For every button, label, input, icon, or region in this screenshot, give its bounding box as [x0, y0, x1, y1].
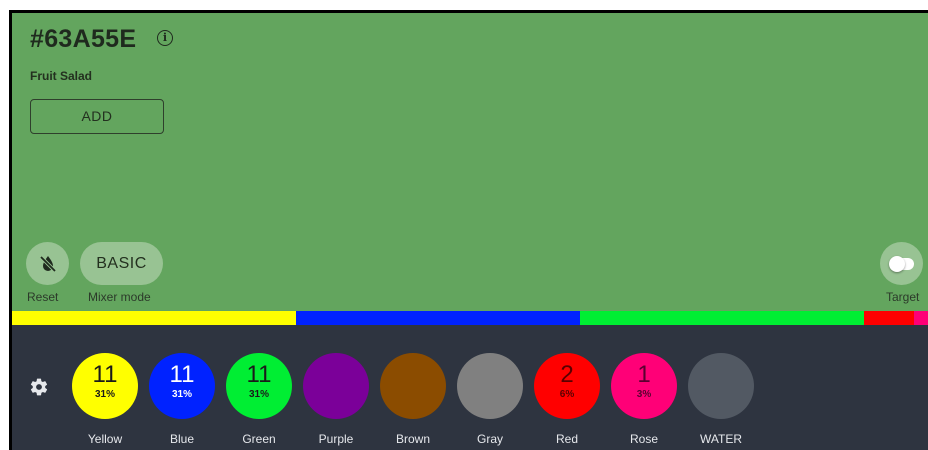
mix-strip-segment [295, 311, 580, 325]
swatch-label: Red [555, 432, 578, 446]
mixer-app: #63A55E i Fruit Salad ADD Reset BASIC Mi… [9, 10, 928, 450]
swatch-percent: 6% [559, 389, 575, 400]
color-swatch-green[interactable]: 11 31% [226, 353, 292, 419]
mix-strip-segment [863, 311, 915, 325]
color-swatch-yellow[interactable]: 11 31% [72, 353, 138, 419]
swatch-percent: 3% [636, 389, 652, 400]
swatch-count: 11 [92, 361, 118, 388]
color-swatch-brown[interactable] [380, 353, 446, 419]
swatch-label: Purple [318, 432, 354, 446]
hex-code: #63A55E [30, 25, 137, 53]
color-swatch-blue[interactable]: 11 31% [149, 353, 215, 419]
gear-icon[interactable] [29, 377, 49, 397]
swatch-count: 11 [246, 361, 272, 388]
color-name: Fruit Salad [30, 69, 93, 83]
mixer-mode-label: Mixer mode [88, 290, 151, 304]
swatch-percent: 31% [94, 389, 115, 400]
swatch-label: Yellow [87, 432, 123, 446]
palette-bar: 11 31% Yellow 11 31% Blue 11 31% Green Purple Brow… [12, 325, 928, 450]
color-preview-panel: #63A55E i Fruit Salad ADD Reset BASIC Mi… [12, 13, 928, 311]
swatch-count: 2 [560, 361, 574, 388]
swatch-percent: 31% [171, 389, 192, 400]
swatch-label: Green [242, 432, 276, 446]
mix-ratio-strip [12, 311, 928, 325]
swatch-label: Brown [395, 432, 430, 446]
color-swatch-water[interactable] [688, 353, 754, 419]
swatch-percent: 31% [248, 389, 269, 400]
toggle-track [888, 255, 914, 272]
swatch-label: Rose [629, 432, 658, 446]
target-label: Target [886, 290, 920, 304]
color-swatch-rose[interactable]: 1 3% [611, 353, 677, 419]
reset-label: Reset [27, 290, 59, 304]
add-button[interactable]: ADD [30, 99, 164, 134]
swatch-label: Blue [169, 432, 195, 446]
color-swatch-red[interactable]: 2 6% [534, 353, 600, 419]
swatch-label: WATER [700, 432, 742, 446]
reset-button[interactable] [26, 242, 69, 285]
mix-strip-segment [579, 311, 864, 325]
swatch-count: 11 [169, 361, 195, 388]
info-icon[interactable]: i [157, 30, 173, 46]
mixer-mode-button[interactable]: BASIC [80, 242, 163, 285]
swatch-count: 1 [637, 361, 651, 388]
no-drop-icon [39, 255, 56, 272]
color-swatch-purple[interactable] [303, 353, 369, 419]
color-swatch-gray[interactable] [457, 353, 523, 419]
target-toggle[interactable] [880, 242, 923, 285]
mix-strip-segment [914, 311, 928, 325]
toggle-knob [888, 255, 905, 272]
swatch-label: Gray [476, 432, 503, 446]
mix-strip-segment [12, 311, 296, 325]
